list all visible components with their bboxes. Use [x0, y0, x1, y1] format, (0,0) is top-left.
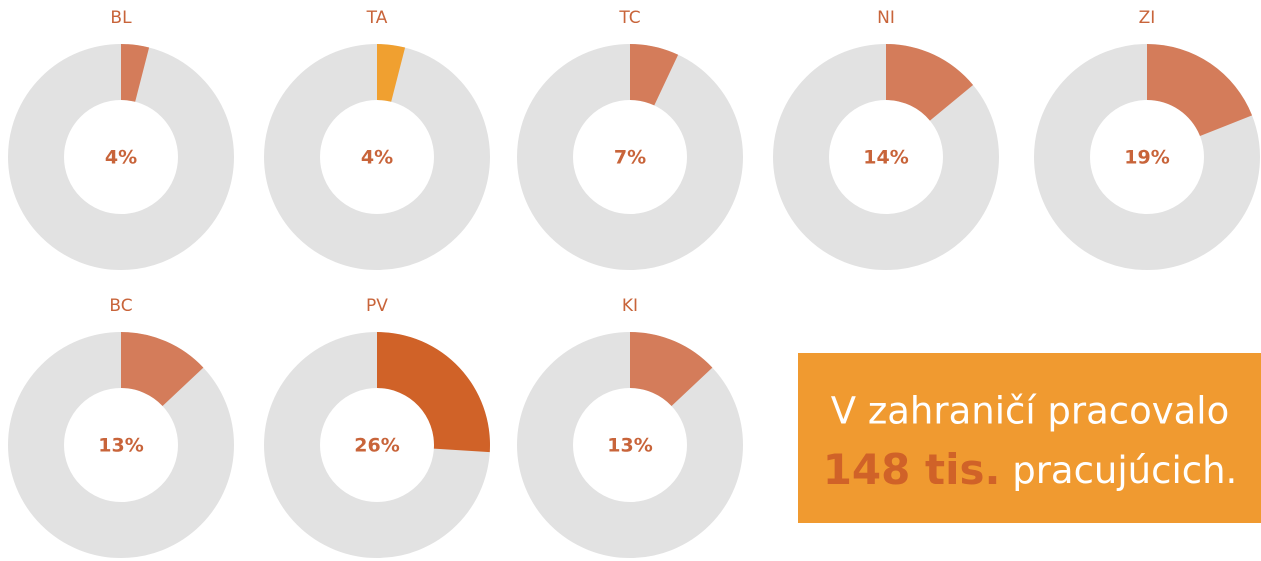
- donut-slice: [121, 44, 150, 102]
- chart-title: PV: [366, 296, 388, 316]
- chart-title: TC: [618, 8, 640, 28]
- donut-slice: [630, 332, 713, 406]
- value-label: 4%: [361, 147, 393, 169]
- chart-title: BL: [110, 8, 132, 28]
- value-label: 4%: [105, 147, 137, 169]
- value-label: 13%: [607, 435, 652, 457]
- chart-title: TA: [366, 8, 388, 28]
- donut-slice: [630, 44, 679, 106]
- value-label: 14%: [863, 147, 908, 169]
- donut-slice: [377, 44, 406, 102]
- chart-title: ZI: [1139, 8, 1156, 28]
- donut-slice: [377, 332, 490, 453]
- value-label: 26%: [354, 435, 399, 457]
- value-label: 13%: [98, 435, 143, 457]
- callout-box: [798, 353, 1261, 523]
- callout-highlight: 148 tis.: [823, 445, 1001, 494]
- chart-title: NI: [877, 8, 895, 28]
- callout-rest: pracujúcich.: [1012, 449, 1237, 492]
- callout-line: 148 tis. pracujúcich.: [823, 445, 1238, 494]
- chart-title: KI: [622, 296, 638, 316]
- value-label: 19%: [1124, 147, 1169, 169]
- donut-slice: [121, 332, 204, 406]
- value-label: 7%: [614, 147, 646, 169]
- chart-title: BC: [109, 296, 132, 316]
- donut-slice: [1147, 44, 1253, 137]
- donut-slice: [886, 44, 974, 121]
- callout-line: V zahraničí pracovalo: [831, 390, 1229, 433]
